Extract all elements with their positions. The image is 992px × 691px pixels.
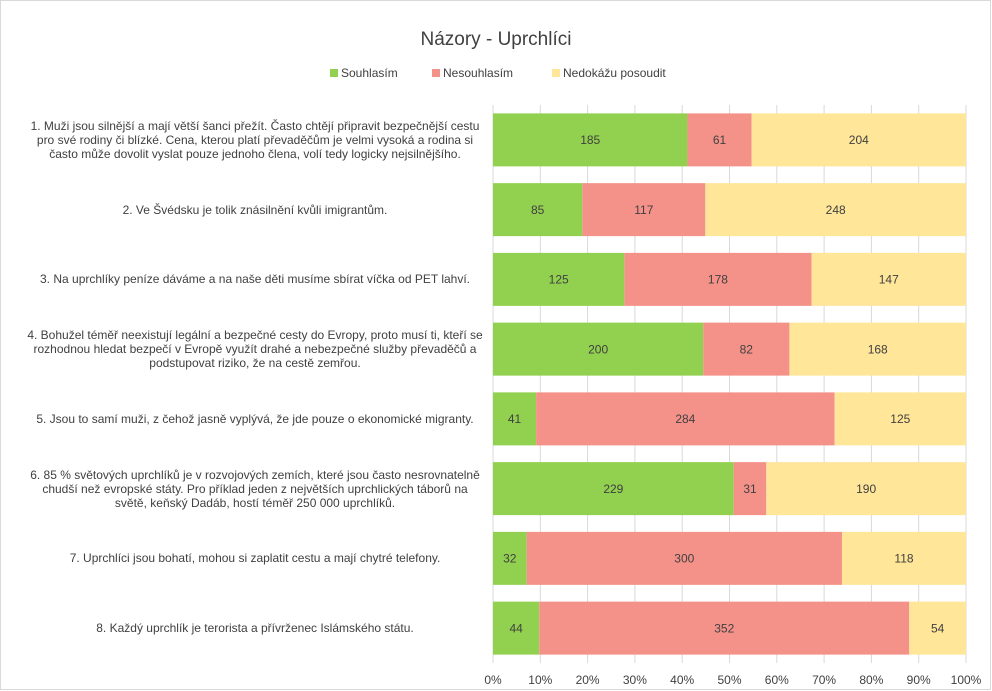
data-label: 125: [549, 273, 569, 287]
bar-segment: [493, 462, 734, 516]
bar-segment: [687, 113, 752, 167]
y-tick-label: 5. Jsou to samí muži, z čehož jasně vypl…: [36, 411, 474, 426]
y-tick-label: 1. Muži jsou silnější a mají větší šanci…: [30, 118, 480, 161]
bar-segment: [834, 392, 966, 446]
x-tick-label: 100%: [951, 673, 982, 687]
x-tick-label: 20%: [576, 673, 600, 687]
y-tick-label: 7. Uprchlíci jsou bohatí, mohou si zapla…: [69, 551, 441, 566]
bar-segment: [733, 462, 767, 516]
legend-label: Souhlasím: [341, 66, 398, 80]
data-label: 168: [868, 342, 888, 356]
x-tick-label: 0%: [484, 673, 502, 687]
data-label: 147: [879, 273, 899, 287]
x-tick-label: 10%: [528, 673, 552, 687]
data-label: 125: [890, 412, 910, 426]
x-tick-label: 90%: [907, 673, 931, 687]
data-label: 284: [675, 412, 695, 426]
data-label: 32: [503, 552, 517, 566]
y-tick-label: 4. Bohužel téměř neexistují legální a be…: [27, 328, 483, 371]
y-tick-label: 6. 85 % světových uprchlíků je v rozvojo…: [30, 467, 480, 510]
bar-segment: [766, 462, 966, 516]
data-label: 54: [931, 621, 945, 635]
bar-segment: [493, 392, 537, 446]
bar-segment: [751, 113, 966, 167]
x-tick-label: 50%: [717, 673, 741, 687]
bar-segment: [705, 183, 966, 237]
bar-segment: [789, 322, 966, 376]
data-label: 82: [740, 342, 754, 356]
bar-segment: [493, 113, 688, 167]
bar-segment: [841, 531, 966, 585]
bar-segment: [526, 531, 842, 585]
data-label: 61: [713, 133, 727, 147]
data-label: 185: [580, 133, 600, 147]
x-tick-label: 60%: [765, 673, 789, 687]
data-label: 200: [588, 342, 608, 356]
bar-segment: [493, 322, 704, 376]
x-tick-label: 70%: [812, 673, 836, 687]
x-tick-label: 80%: [859, 673, 883, 687]
data-label: 229: [603, 482, 623, 496]
data-label: 31: [743, 482, 757, 496]
data-label: 44: [509, 621, 523, 635]
data-label: 117: [634, 203, 653, 217]
data-label: 352: [714, 621, 734, 635]
y-tick-label: 3. Na uprchlíky peníze dáváme a na naše …: [40, 272, 470, 287]
x-tick-label: 40%: [670, 673, 694, 687]
data-label: 41: [508, 412, 522, 426]
bar-segment: [536, 392, 835, 446]
legend-swatch: [552, 69, 560, 77]
bar-segment: [582, 183, 706, 237]
bar-segment: [811, 252, 966, 306]
y-tick-label: 2. Ve Švédsku je tolik znásilnění kvůli …: [122, 202, 388, 217]
data-label: 118: [894, 552, 913, 566]
bar-segment: [493, 531, 527, 585]
chart-title: Názory - Uprchlíci: [421, 29, 572, 50]
bar-segment: [624, 252, 812, 306]
data-label: 204: [849, 133, 869, 147]
data-label: 190: [856, 482, 876, 496]
bar-segment: [539, 601, 910, 655]
x-tick-label: 30%: [623, 673, 647, 687]
bar-segment: [493, 183, 583, 237]
bar-segment: [703, 322, 790, 376]
bar-segment: [909, 601, 966, 655]
bar-segment: [493, 601, 540, 655]
legend-label: Nedokážu posoudit: [563, 66, 666, 80]
data-label: 248: [826, 203, 846, 217]
data-label: 300: [674, 552, 694, 566]
y-tick-label: 8. Každý uprchlík je terorista a přívrže…: [96, 621, 414, 636]
data-label: 178: [708, 273, 728, 287]
legend-swatch: [432, 69, 440, 77]
data-label: 85: [531, 203, 545, 217]
bar-segment: [493, 252, 625, 306]
legend-swatch: [330, 69, 338, 77]
legend-label: Nesouhlasím: [443, 66, 513, 80]
